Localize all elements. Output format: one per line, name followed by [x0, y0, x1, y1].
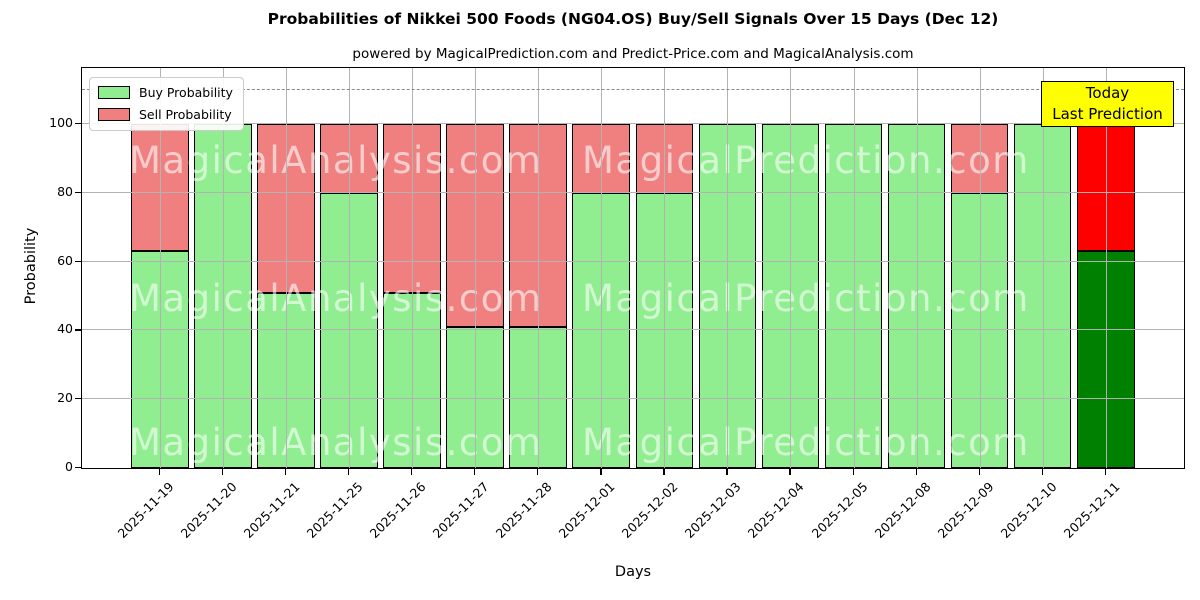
y-tick-label: 0 — [65, 459, 73, 474]
today-annotation-line1: Today — [1085, 84, 1130, 102]
y-tick-mark — [75, 260, 81, 262]
x-tick-label: 2025-12-02 — [618, 479, 681, 541]
gridline-vertical — [979, 68, 981, 468]
watermark-text: MagicalAnalysis.com — [129, 277, 543, 320]
legend-label-buy: Buy Probability — [139, 85, 233, 100]
threshold-dashed-line — [82, 88, 1184, 90]
y-tick-mark — [75, 398, 81, 400]
x-tick-mark — [347, 469, 350, 475]
x-tick-mark — [1104, 469, 1107, 475]
x-tick-mark — [978, 469, 980, 475]
watermark-text: MagicalPrediction.com — [582, 277, 1030, 320]
x-tick-mark — [726, 469, 728, 475]
watermark-text: MagicalAnalysis.com — [129, 139, 543, 182]
y-tick-mark — [75, 467, 81, 469]
x-tick-mark — [915, 469, 917, 475]
x-tick-label: 2025-12-05 — [808, 479, 871, 541]
x-tick-mark — [537, 469, 539, 475]
x-tick-mark — [789, 469, 791, 475]
x-tick-mark — [158, 469, 161, 475]
y-tick-label: 60 — [57, 252, 73, 268]
gridline-horizontal — [82, 329, 1184, 331]
gridline-vertical — [412, 68, 414, 468]
buy-swatch — [98, 86, 130, 99]
gridline-vertical — [348, 68, 350, 468]
chart-title: Probabilities of Nikkei 500 Foods (NG04.… — [267, 10, 999, 28]
x-axis-label: Days — [614, 564, 652, 580]
x-tick-mark — [221, 469, 224, 475]
sell-swatch — [98, 108, 130, 121]
gridline-horizontal — [82, 191, 1184, 193]
today-annotation: Today Last Prediction — [1041, 81, 1174, 127]
legend-item-sell: Sell Probability — [98, 107, 233, 122]
x-tick-label: 2025-11-25 — [303, 479, 366, 541]
legend-label-sell: Sell Probability — [139, 107, 232, 122]
gridline-vertical — [285, 68, 287, 468]
legend: Buy Probability Sell Probability — [89, 77, 244, 131]
chart-subtitle: powered by MagicalPrediction.com and Pre… — [352, 46, 914, 62]
gridline-vertical — [916, 68, 918, 468]
x-tick-mark — [1041, 469, 1044, 475]
watermark-text: MagicalAnalysis.com — [129, 421, 543, 464]
x-tick-label: 2025-11-26 — [366, 479, 429, 541]
gridline-vertical — [790, 68, 792, 468]
y-tick-label: 80 — [57, 183, 73, 199]
gridline-vertical — [664, 68, 666, 468]
y-tick-label: 100 — [49, 115, 73, 130]
x-tick-mark — [663, 469, 665, 475]
x-tick-label: 2025-11-27 — [429, 479, 492, 541]
x-tick-label: 2025-12-11 — [1060, 479, 1123, 541]
x-tick-label: 2025-12-08 — [871, 479, 934, 541]
gridline-vertical — [159, 68, 161, 468]
x-tick-label: 2025-12-09 — [934, 479, 997, 541]
x-tick-label: 2025-12-01 — [555, 479, 618, 541]
gridline-vertical — [853, 68, 855, 468]
x-tick-mark — [852, 469, 854, 475]
x-tick-mark — [600, 469, 602, 475]
gridline-vertical — [601, 68, 603, 468]
plot-area: Buy Probability Sell Probability Today L… — [81, 67, 1185, 469]
gridline-vertical — [222, 68, 224, 468]
gridline-vertical — [727, 68, 729, 468]
legend-item-buy: Buy Probability — [98, 85, 233, 100]
gridline-vertical — [475, 68, 477, 468]
x-tick-label: 2025-11-19 — [114, 479, 177, 541]
y-tick-mark — [75, 123, 81, 125]
watermark-text: MagicalPrediction.com — [582, 139, 1030, 182]
x-tick-label: 2025-12-03 — [681, 479, 744, 541]
watermark-text: MagicalPrediction.com — [582, 421, 1030, 464]
gridline-horizontal — [82, 260, 1184, 262]
x-tick-mark — [284, 469, 287, 475]
x-tick-label: 2025-12-04 — [745, 479, 808, 541]
x-tick-label: 2025-12-10 — [997, 479, 1060, 541]
x-tick-mark — [411, 469, 413, 475]
y-tick-label: 20 — [57, 390, 73, 406]
gridline-vertical — [1042, 68, 1044, 468]
gridline-horizontal — [82, 123, 1184, 124]
gridline-vertical — [538, 68, 540, 468]
y-tick-mark — [75, 191, 81, 194]
x-tick-label: 2025-11-20 — [177, 479, 240, 541]
x-tick-mark — [474, 469, 476, 475]
y-tick-label: 40 — [57, 321, 73, 337]
y-tick-mark — [75, 329, 81, 331]
today-annotation-line2: Last Prediction — [1052, 105, 1163, 123]
x-tick-label: 2025-11-28 — [492, 479, 555, 541]
gridline-horizontal — [82, 398, 1184, 400]
gridline-vertical — [1105, 68, 1107, 468]
x-tick-label: 2025-11-21 — [240, 479, 303, 541]
